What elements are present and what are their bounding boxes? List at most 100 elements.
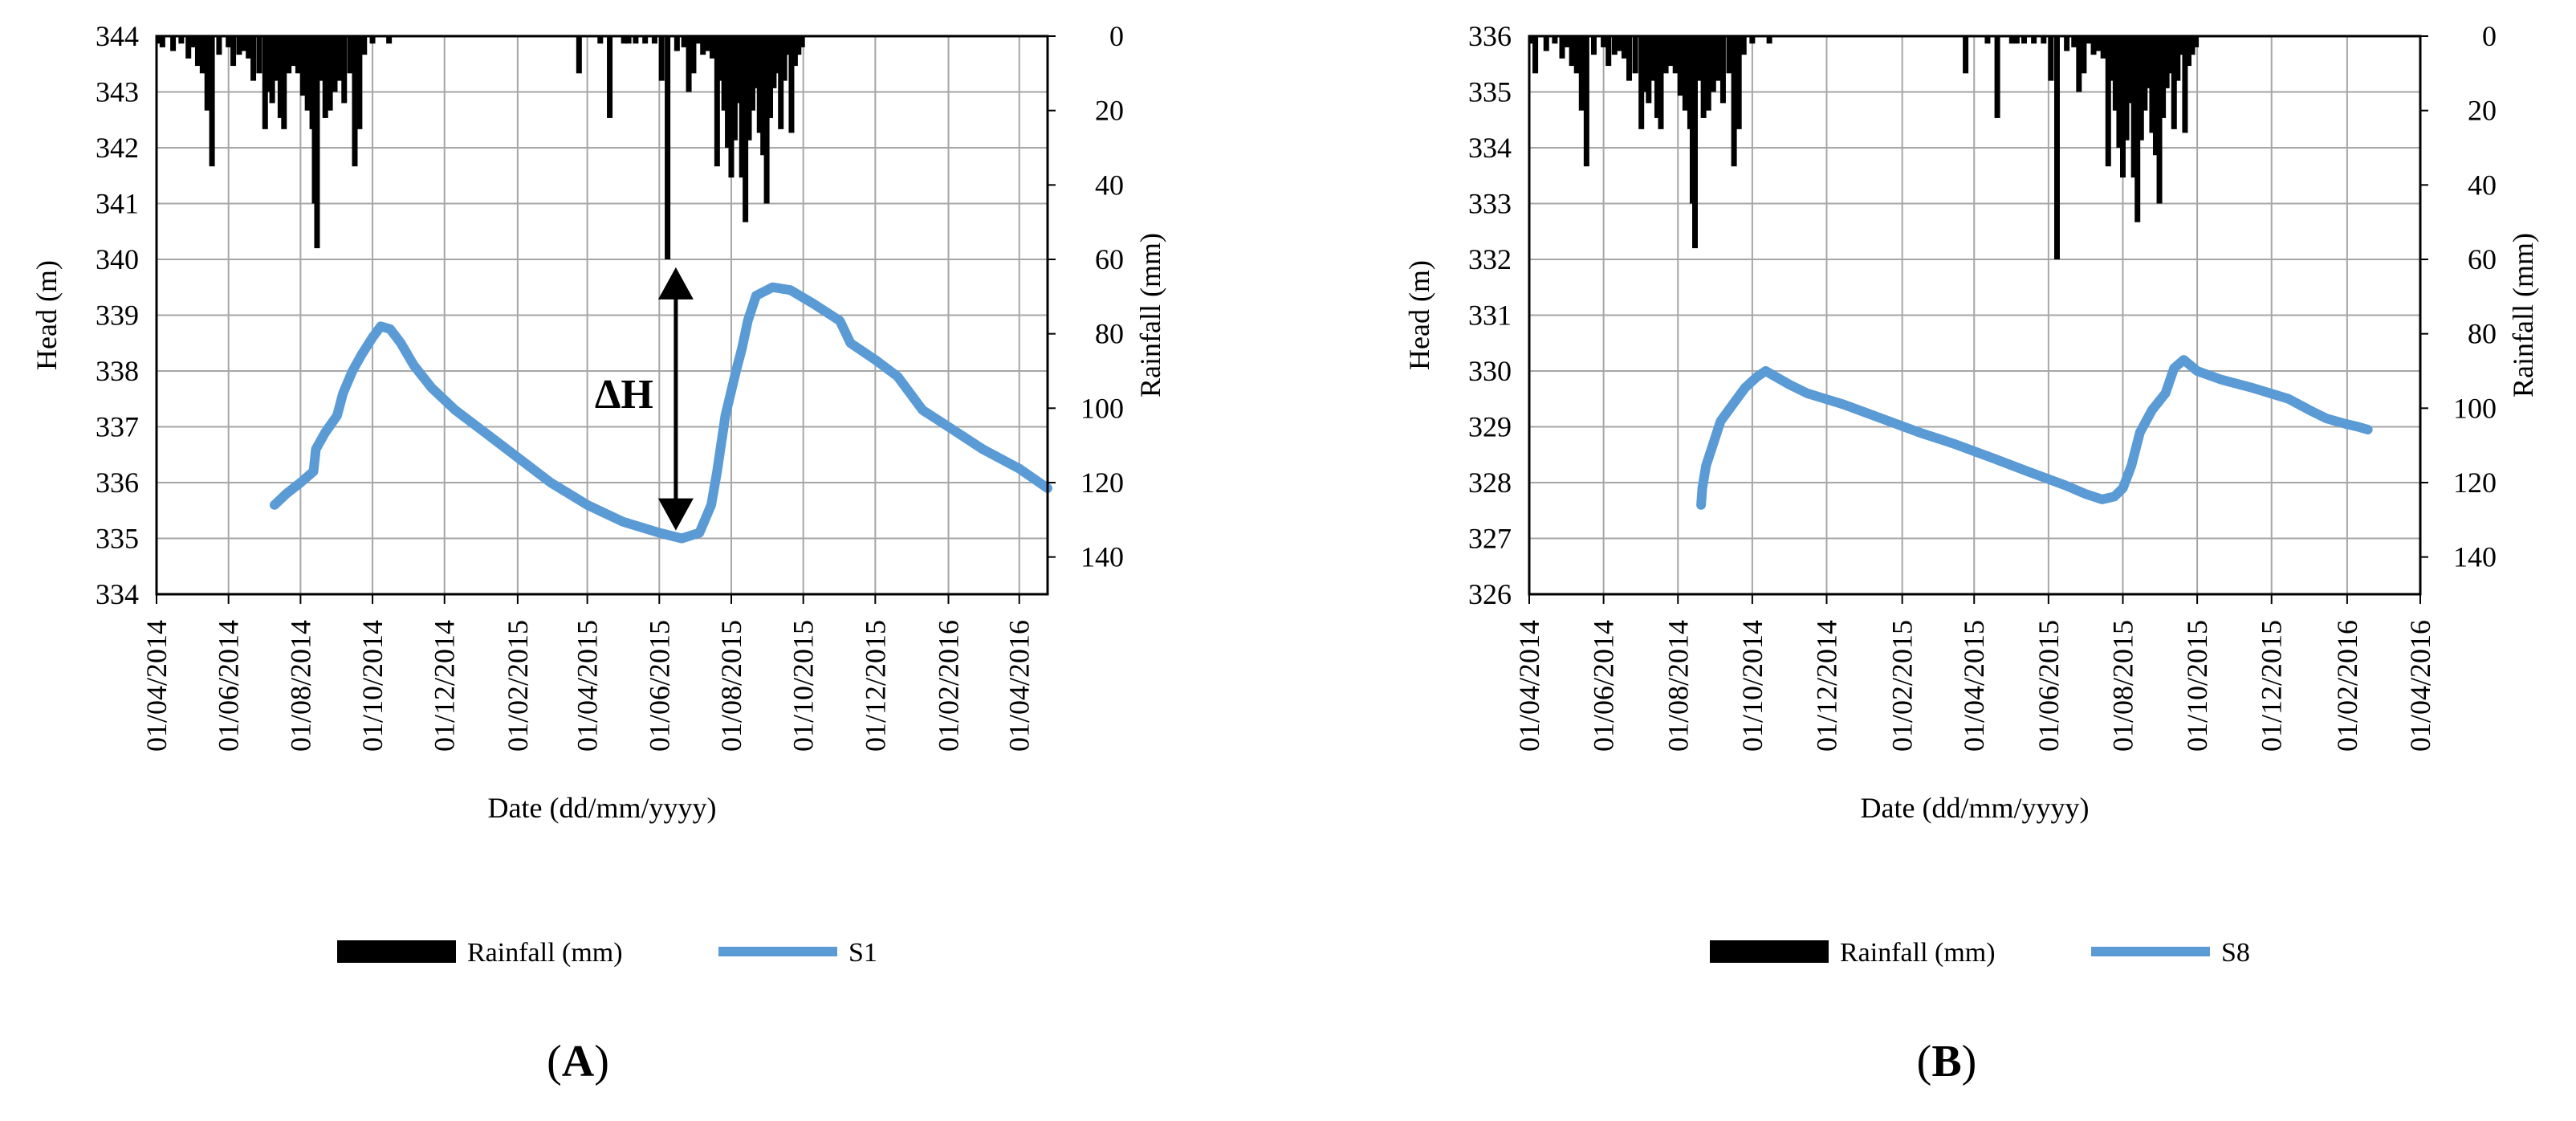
rainfall-bar — [2138, 36, 2144, 141]
rainfall-bar — [633, 36, 639, 44]
rainfall-bar — [1963, 36, 1969, 74]
panel-label: (A) — [547, 1037, 609, 1086]
rainfall-bar — [1590, 36, 1597, 55]
rainfall-bar — [246, 36, 252, 59]
rainfall-bar — [1638, 36, 1645, 129]
rainfall-bar — [336, 36, 343, 81]
rainfall-bar — [1532, 36, 1539, 74]
rainfall-bar — [1672, 36, 1679, 74]
y-tick-label-left: 341 — [96, 188, 139, 220]
rainfall-bar — [721, 36, 727, 111]
rainfall-bar — [216, 36, 222, 55]
rainfall-bar — [2182, 36, 2188, 133]
rainfall-bar — [304, 36, 311, 111]
rainfall-bar — [725, 36, 731, 148]
plot-frame — [1528, 35, 2422, 596]
rainfall-bar — [2171, 36, 2177, 129]
y-axis-title-left: Head (m) — [1403, 260, 1435, 370]
y-tick-label-left: 330 — [1468, 355, 1512, 387]
x-tick-label: 01/02/2016 — [933, 620, 965, 752]
rainfall-bar — [2116, 36, 2122, 148]
x-tick-label: 01/10/2014 — [356, 620, 389, 752]
rainfall-bar — [756, 36, 763, 133]
rainfall-bar — [1543, 36, 1549, 51]
y-tick-label-left: 334 — [1468, 132, 1512, 164]
rainfall-bar — [209, 36, 215, 167]
rainfall-bar — [1559, 36, 1565, 59]
rainfall-bar — [277, 36, 283, 118]
rainfall-bar — [199, 36, 206, 74]
rainfall-bar — [1646, 36, 1652, 104]
y-tick-label-right: 20 — [2468, 95, 2497, 127]
x-tick-label: 01/10/2014 — [1736, 620, 1768, 752]
y-tick-label-left: 336 — [96, 467, 139, 499]
x-tick-label: 01/12/2015 — [859, 620, 891, 752]
y-tick-label-left: 329 — [1468, 411, 1512, 443]
x-axis-title: Date (dd/mm/yyyy) — [488, 792, 717, 824]
y-tick-label-left: 326 — [1468, 578, 1512, 610]
rainfall-bar — [2175, 36, 2181, 81]
rainfall-bar — [1605, 36, 1612, 67]
rainfall-bar — [1573, 36, 1580, 74]
rainfall-bar — [651, 36, 657, 44]
y-tick-label-right: 80 — [1095, 318, 1124, 350]
rainfall-bar — [281, 36, 287, 129]
rainfall-bar — [317, 36, 324, 81]
y-tick-label-right: 20 — [1095, 95, 1124, 127]
x-tick-label: 01/04/2015 — [1958, 620, 1990, 752]
rainfall-bar — [327, 36, 333, 111]
rainfall-bar — [700, 36, 706, 55]
x-tick-label: 01/06/2015 — [643, 620, 675, 752]
x-tick-label: 01/04/2014 — [140, 620, 173, 752]
y-tick-label-right: 80 — [2468, 318, 2497, 350]
rainfall-bar — [361, 36, 368, 55]
x-tick-label: 01/04/2015 — [572, 620, 604, 752]
rainfall-bar — [266, 36, 272, 92]
rainfall-bar — [1552, 36, 1558, 44]
rainfall-bar — [2123, 36, 2130, 141]
rainfall-bar — [2090, 36, 2097, 55]
rainfall-bar — [625, 36, 632, 44]
legend-label-head: S8 — [2221, 938, 2250, 968]
rainfall-bar — [597, 36, 604, 44]
rainfall-bar — [332, 36, 338, 92]
rainfall-bar — [1715, 36, 1721, 81]
rainfall-bar — [295, 36, 301, 74]
rainfall-bar — [2081, 36, 2087, 74]
y-tick-label-left: 338 — [96, 355, 139, 387]
rainfall-bar — [1749, 36, 1756, 44]
rainfall-bar — [2145, 36, 2151, 88]
rainfall-bar — [2127, 36, 2134, 104]
rainfall-bar — [760, 36, 767, 156]
rainfall-bar — [763, 36, 770, 204]
y-tick-label-left: 337 — [96, 411, 139, 443]
y-tick-label-right: 40 — [2468, 169, 2497, 201]
legend-label-head: S1 — [848, 938, 877, 968]
delta-h-arrowhead-up — [657, 267, 694, 300]
rainfall-bar — [1578, 36, 1585, 111]
x-tick-label: 01/04/2016 — [1003, 620, 1036, 752]
rainfall-bar — [226, 36, 232, 47]
rainfall-bar — [256, 36, 262, 74]
rainfall-bar — [314, 36, 320, 249]
rainfall-bar — [665, 36, 671, 259]
rainfall-bar — [658, 36, 665, 81]
head-series-line-s1 — [270, 282, 1052, 544]
y-tick-label-left: 339 — [96, 300, 139, 332]
delta-h-arrowhead-down — [657, 498, 694, 531]
rainfall-bar — [2008, 36, 2015, 44]
y-tick-label-left: 342 — [96, 132, 139, 164]
head-series-line-s8 — [1696, 355, 2373, 510]
rainfall-bar — [1649, 36, 1655, 81]
rainfall-bar — [781, 36, 787, 81]
rainfall-bar — [2048, 36, 2054, 81]
delta-h-label: ΔH — [595, 372, 653, 418]
rainfall-bar — [269, 36, 275, 104]
rainfall-bar — [2041, 36, 2047, 44]
rainfall-bar — [1705, 36, 1711, 111]
rainfall-bar — [621, 36, 627, 44]
rainfall-bar — [369, 36, 376, 44]
rainfall-bar — [709, 36, 715, 59]
rainfall-bar — [341, 36, 348, 104]
